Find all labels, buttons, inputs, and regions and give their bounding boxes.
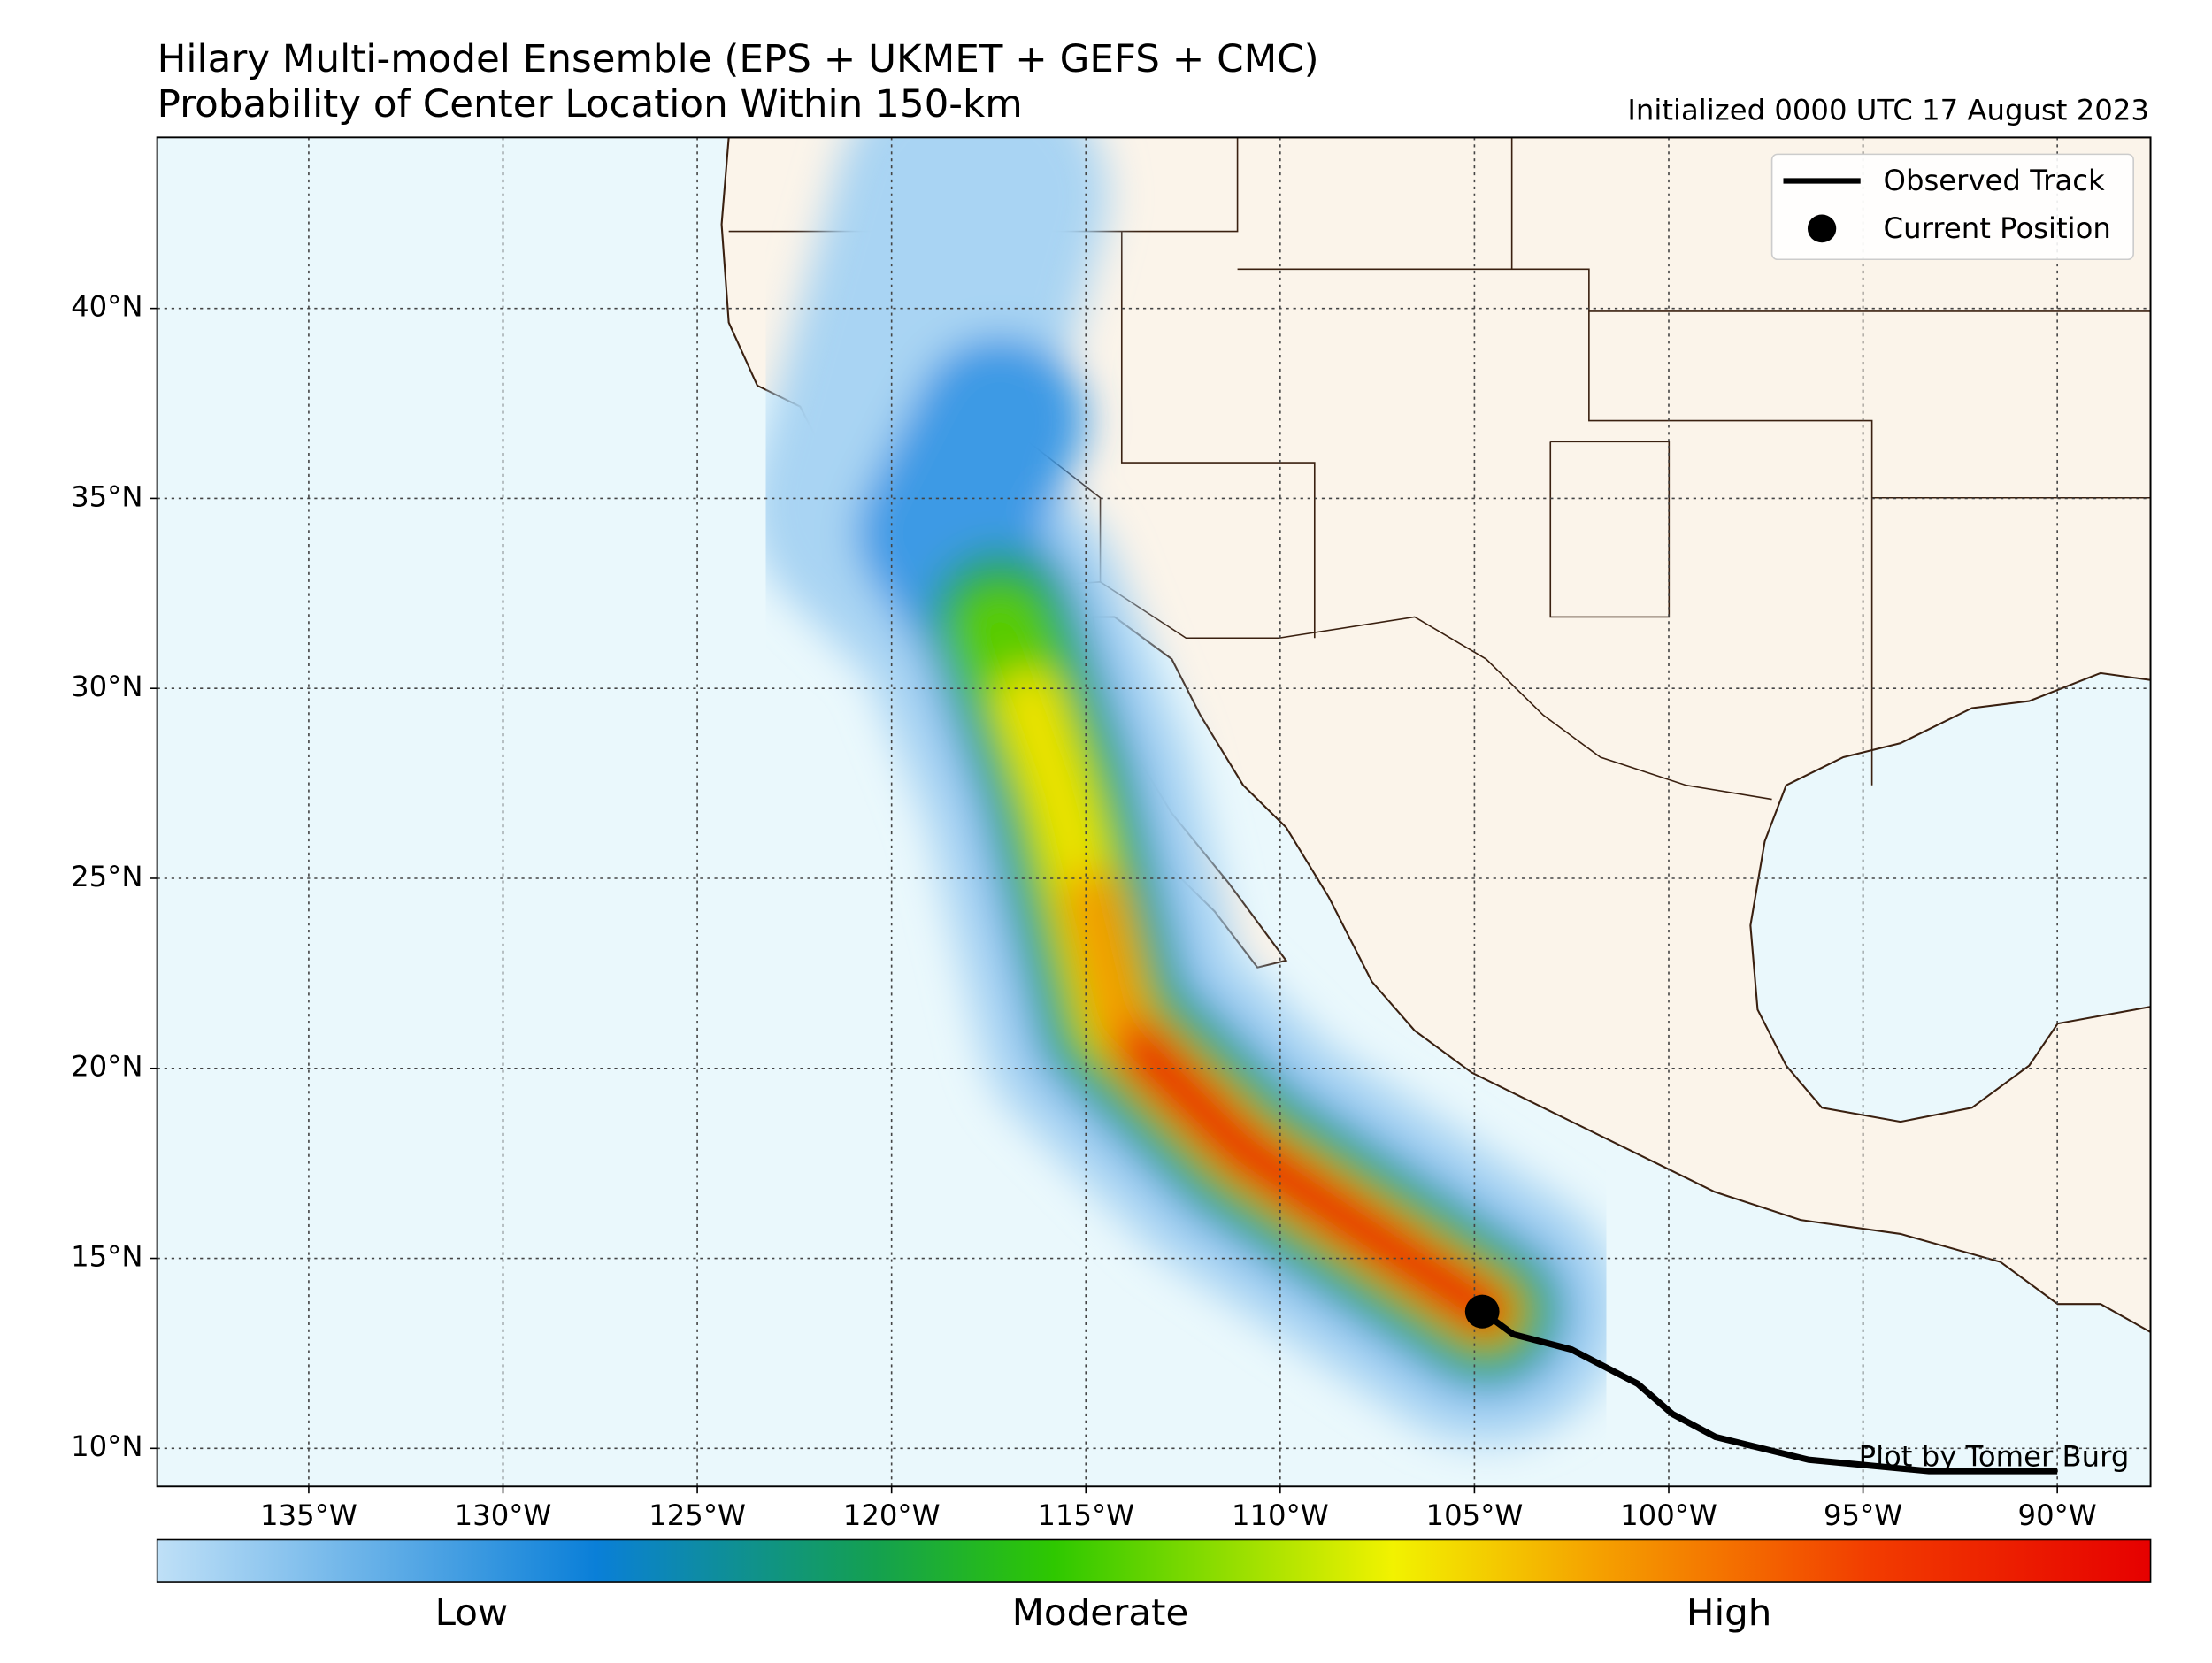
- y-tick-label: 40°N: [71, 290, 142, 324]
- map-area: [157, 137, 2151, 1487]
- tick-labels: 135°W 130°W 125°W 120°W 115°W 110°W 105°W 100°W…: [71, 290, 2097, 1532]
- colorbar-label: Moderate: [1012, 1590, 1189, 1634]
- x-tick-label: 115°W: [1037, 1498, 1134, 1532]
- x-tick-label: 105°W: [1426, 1498, 1524, 1532]
- x-tick-label: 130°W: [455, 1498, 552, 1532]
- colorbar: [156, 1538, 2152, 1583]
- y-tick-label: 10°N: [71, 1430, 142, 1464]
- legend-position-dot: [1807, 214, 1837, 243]
- colorbar-label: High: [1686, 1590, 1771, 1634]
- x-tick-label: 120°W: [843, 1498, 941, 1532]
- y-tick-label: 35°N: [71, 480, 142, 514]
- credit: Plot by Tomer Burg: [1859, 1440, 2130, 1474]
- init-time: Initialized 0000 UTC 17 August 2023: [1627, 94, 2149, 127]
- y-tick-label: 25°N: [71, 860, 142, 893]
- y-tick-label: 30°N: [71, 670, 142, 703]
- y-tick-label: 15°N: [71, 1240, 142, 1274]
- borders: [728, 137, 2151, 801]
- legend-box: [1770, 153, 2134, 261]
- subtitle: Probability of Center Location Within 15…: [157, 82, 1023, 126]
- x-tick-label: 110°W: [1232, 1498, 1329, 1532]
- legend-label: Current Position: [1884, 211, 2111, 245]
- track-layer: [1464, 1294, 2058, 1475]
- x-tick-label: 100°W: [1620, 1498, 1717, 1532]
- y-tick-label: 20°N: [71, 1050, 142, 1084]
- grid: [157, 137, 2151, 1487]
- map-frame: [156, 136, 2152, 1488]
- legend-label: Observed Track: [1884, 164, 2106, 197]
- x-tick-label: 90°W: [2018, 1498, 2097, 1532]
- colorbar-label: Low: [435, 1590, 509, 1634]
- x-tick-label: 95°W: [1824, 1498, 1902, 1532]
- x-tick-label: 135°W: [260, 1498, 357, 1532]
- title: Hilary Multi-model Ensemble (EPS + UKMET…: [157, 38, 1319, 82]
- current-position: [1464, 1294, 1500, 1329]
- probability-swath: [749, 137, 1623, 1445]
- observed-track: [1480, 1308, 2058, 1475]
- x-tick-label: 125°W: [649, 1498, 746, 1532]
- legend: Observed Track Current Position: [1770, 153, 2134, 261]
